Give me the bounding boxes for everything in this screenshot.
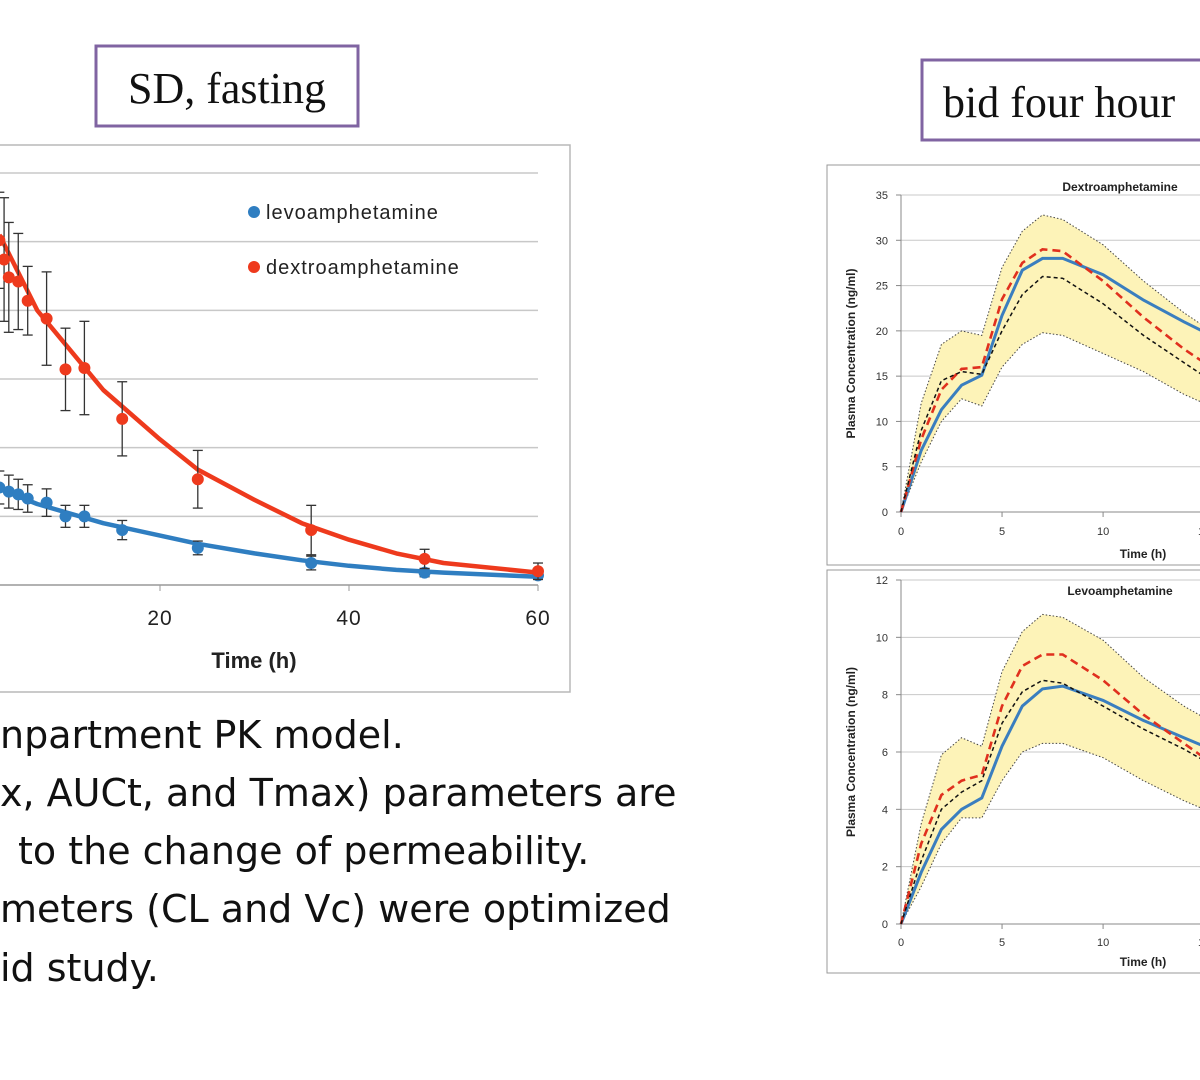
x-tick-label: 0 bbox=[898, 526, 904, 538]
x-tick-label: 10 bbox=[1097, 526, 1109, 538]
label-box bbox=[920, 58, 1200, 142]
x-tick-label: 60 bbox=[525, 607, 550, 630]
chart-title: Dextroamphetamine bbox=[1062, 180, 1178, 194]
box-label: SD, fasting bbox=[128, 64, 326, 113]
chart-frame bbox=[0, 144, 571, 693]
data-point bbox=[78, 510, 91, 523]
x-tick-label: 0 bbox=[898, 937, 904, 949]
x-tick-label: 10 bbox=[1097, 937, 1109, 949]
series-line bbox=[900, 679, 1200, 925]
y-tick-label: 0 bbox=[882, 507, 888, 519]
bullet-text: x, AUCt, and Tmax) parameters are bbox=[0, 771, 676, 815]
x-tick-label: 5 bbox=[999, 526, 1005, 538]
data-point bbox=[0, 253, 11, 266]
y-tick-label: 5 bbox=[882, 462, 888, 474]
legend-label: levoamphetamine bbox=[266, 202, 439, 224]
x-axis-title: Time (h) bbox=[1120, 955, 1166, 969]
box-label: bid four hour bbox=[943, 78, 1176, 127]
y-tick-label: 12 bbox=[876, 575, 888, 587]
bullet-text: meters (CL and Vc) were optimized bbox=[0, 887, 671, 931]
legend-marker bbox=[248, 261, 260, 273]
data-point bbox=[21, 492, 34, 505]
y-tick-label: 30 bbox=[876, 235, 888, 247]
data-point bbox=[12, 275, 25, 288]
data-point bbox=[418, 552, 431, 565]
x-tick-label: 15 bbox=[1198, 526, 1200, 538]
y-tick-label: 10 bbox=[876, 632, 888, 644]
confidence-band bbox=[901, 614, 1200, 924]
x-axis-title: Time (h) bbox=[1120, 547, 1166, 561]
y-tick-label: 10 bbox=[876, 416, 888, 428]
data-point bbox=[191, 541, 204, 554]
y-tick-label: 2 bbox=[882, 862, 888, 874]
data-point bbox=[116, 524, 129, 537]
data-point bbox=[532, 565, 544, 578]
data-point bbox=[2, 271, 15, 284]
label-box bbox=[94, 44, 360, 128]
series-line bbox=[900, 275, 1200, 513]
y-axis-title: Plasma Concentration (ng/ml) bbox=[844, 667, 858, 837]
x-tick-label: 15 bbox=[1198, 937, 1200, 949]
x-tick-label: 5 bbox=[999, 937, 1005, 949]
x-axis-title: Time (h) bbox=[211, 648, 296, 673]
data-point bbox=[191, 473, 204, 486]
y-tick-label: 25 bbox=[876, 281, 888, 293]
chart-title: Levoamphetamine bbox=[1067, 584, 1173, 598]
data-point bbox=[40, 312, 53, 325]
y-tick-label: 20 bbox=[876, 326, 888, 338]
data-point bbox=[305, 557, 318, 570]
series-line bbox=[899, 684, 1200, 925]
band-edge bbox=[900, 214, 1200, 513]
bullet-text: id study. bbox=[0, 946, 159, 990]
y-tick-label: 8 bbox=[882, 690, 888, 702]
y-tick-label: 4 bbox=[882, 804, 888, 816]
bullet-text: npartment PK model. bbox=[0, 713, 404, 757]
data-point bbox=[0, 234, 6, 247]
data-point bbox=[418, 566, 431, 579]
y-tick-label: 35 bbox=[876, 190, 888, 202]
data-point bbox=[2, 485, 15, 498]
y-tick-label: 6 bbox=[882, 747, 888, 759]
data-point bbox=[40, 496, 53, 509]
data-point bbox=[21, 294, 34, 307]
data-point bbox=[116, 412, 129, 425]
data-point bbox=[12, 488, 25, 501]
x-tick-label: 20 bbox=[147, 607, 172, 630]
y-tick-label: 0 bbox=[882, 919, 888, 931]
data-point bbox=[59, 510, 72, 523]
data-point bbox=[305, 524, 318, 537]
x-tick-label: 40 bbox=[336, 607, 361, 630]
band-edge bbox=[900, 332, 1200, 513]
data-point bbox=[78, 362, 91, 375]
legend-marker bbox=[248, 206, 260, 218]
bullet-text: to the change of permeability. bbox=[18, 829, 589, 873]
legend-label: dextroamphetamine bbox=[266, 257, 460, 279]
y-axis-title: Plasma Concentration (ng/ml) bbox=[844, 268, 858, 438]
series-line bbox=[899, 247, 1200, 513]
series-line bbox=[899, 256, 1200, 513]
y-tick-label: 15 bbox=[876, 371, 888, 383]
series-line bbox=[899, 653, 1200, 925]
data-point bbox=[59, 363, 72, 376]
